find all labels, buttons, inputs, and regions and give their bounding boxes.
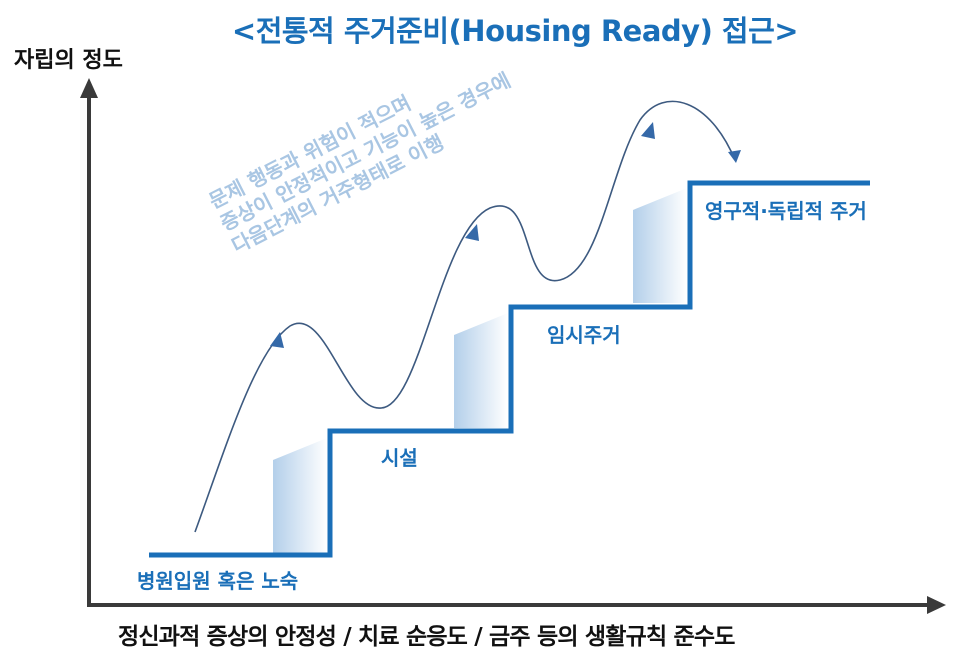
- curve-end-arrowhead-icon: [728, 150, 741, 163]
- y-axis: [80, 78, 98, 605]
- staircase-line: [149, 180, 870, 558]
- riser-panel-2: [454, 313, 508, 428]
- step-label-permanent-housing: 영구적·독립적 주거: [705, 199, 867, 223]
- riser-panels: [273, 188, 687, 553]
- curve-arrowhead-icon: [641, 122, 655, 139]
- x-axis: [87, 596, 946, 614]
- step-label-hospital-homeless: 병원입원 혹은 노숙: [137, 569, 299, 593]
- curve-arrowhead-icon: [270, 332, 284, 348]
- progress-curve: [194, 100, 736, 533]
- x-axis-arrow-icon: [927, 596, 946, 614]
- step-label-temporary-housing: 임시주거: [547, 323, 621, 347]
- diagram-title: <전통적 주거준비(Housing Ready) 접근>: [231, 14, 799, 48]
- riser-panel-3: [633, 188, 687, 303]
- curve-arrowhead-icon: [465, 224, 479, 241]
- y-axis-arrow-icon: [80, 78, 98, 98]
- riser-panel-1: [273, 438, 327, 553]
- step-label-facility: 시설: [381, 446, 418, 470]
- x-axis-label: 정신과적 증상의 안정성 / 치료 순응도 / 금주 등의 생활규칙 준수도: [118, 624, 735, 650]
- y-axis-label: 자립의 정도: [14, 48, 123, 73]
